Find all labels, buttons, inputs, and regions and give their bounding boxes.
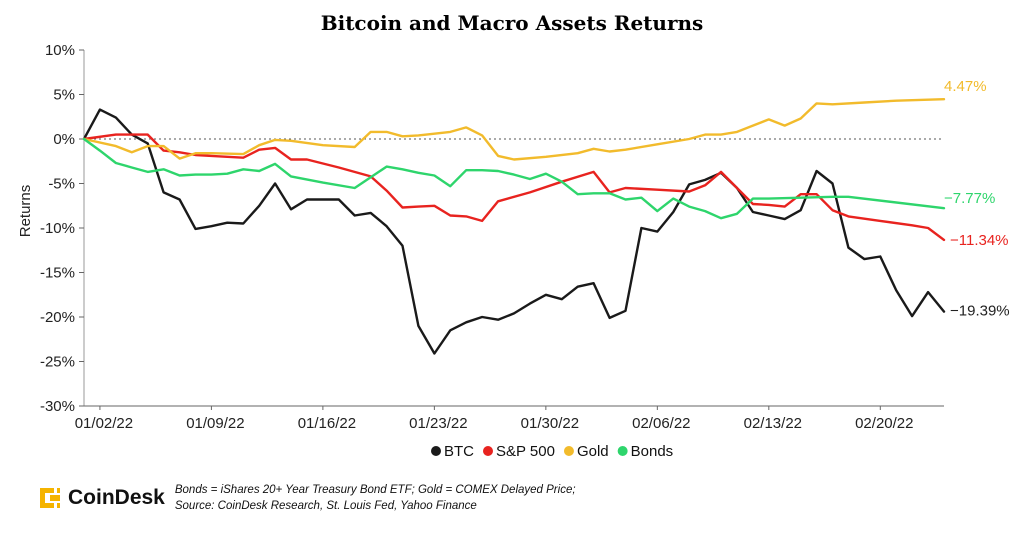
series-line-bonds [82, 137, 946, 220]
brand-name: CoinDesk [68, 486, 165, 509]
legend-item: Bonds [617, 443, 674, 460]
y-tick-label: -10% [40, 220, 75, 237]
y-tick-label: -5% [48, 176, 75, 193]
legend-marker-icon [483, 446, 493, 456]
legend: BTC S&P 500 Gold Bonds [431, 443, 673, 460]
end-value-label: −11.34% [950, 232, 1009, 249]
y-tick-label: 5% [53, 87, 75, 104]
x-tick-label: 02/20/22 [855, 415, 913, 432]
series-line-btc [82, 108, 946, 355]
legend-marker-icon [563, 446, 574, 456]
y-tick-label: 0% [53, 131, 75, 148]
legend-item: Gold [563, 443, 609, 460]
x-tick-label: 02/13/22 [744, 415, 802, 432]
end-value-label: 4.47% [944, 78, 987, 95]
legend-marker-icon [431, 446, 441, 456]
y-tick-label: -15% [40, 265, 75, 282]
x-tick-label: 01/09/22 [186, 415, 244, 432]
legend-label: S&P 500 [496, 443, 555, 460]
x-tick-label: 01/23/22 [409, 415, 467, 432]
x-tick-label: 01/16/22 [298, 415, 356, 432]
x-tick-label: 01/30/22 [521, 415, 579, 432]
legend-item: S&P 500 [483, 443, 555, 460]
footer: CoinDesk Bonds = iShares 20+ Year Treasu… [38, 482, 576, 514]
source-notes: Bonds = iShares 20+ Year Treasury Bond E… [175, 482, 576, 514]
series-line-gold [82, 98, 946, 161]
legend-item: BTC [431, 443, 474, 460]
y-tick-label: -25% [40, 354, 75, 371]
x-tick-label: 02/06/22 [632, 415, 690, 432]
brand: CoinDesk [38, 486, 165, 510]
y-tick-label: 10% [45, 42, 75, 59]
y-tick-label: -30% [40, 398, 75, 415]
coindesk-logo-icon [40, 488, 60, 508]
legend-label: Gold [577, 443, 609, 460]
legend-label: BTC [444, 443, 474, 460]
y-tick-label: -20% [40, 309, 75, 326]
legend-label: Bonds [631, 443, 674, 460]
chart-title: Bitcoin and Macro Assets Returns [321, 11, 704, 35]
legend-marker-icon [617, 446, 628, 456]
note-line-1: Bonds = iShares 20+ Year Treasury Bond E… [174, 484, 576, 496]
note-line-2: Source: CoinDesk Research, St. Louis Fed… [174, 500, 477, 512]
x-tick-label: 01/02/22 [75, 415, 133, 432]
end-value-label: −19.39% [950, 303, 1010, 320]
end-value-label: −7.77% [944, 190, 995, 207]
y-axis-label: Returns [17, 185, 34, 238]
plot-area: 10% 5% 0% -5% -10% -15% -20% -25% -30%01/02/22 01… [40, 42, 1010, 432]
series-line-s-p-500 [82, 133, 946, 242]
